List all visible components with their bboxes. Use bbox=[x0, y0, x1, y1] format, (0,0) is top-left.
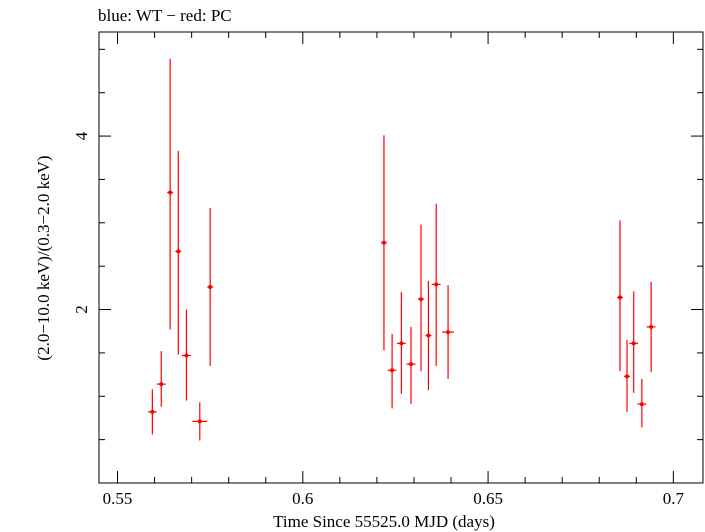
x-tick-label: 0.7 bbox=[663, 489, 685, 508]
data-point bbox=[442, 285, 454, 379]
data-point bbox=[207, 208, 214, 366]
y-tick-label: 2 bbox=[72, 305, 91, 314]
plot-frame bbox=[98, 31, 704, 484]
y-axis-label: (2.0−10.0 keV)/(0.3−2.0 keV) bbox=[34, 155, 53, 360]
point-marker bbox=[426, 333, 431, 338]
point-marker bbox=[150, 409, 155, 414]
point-marker bbox=[631, 341, 636, 346]
data-point bbox=[182, 309, 191, 401]
point-marker bbox=[639, 402, 644, 407]
data-point bbox=[380, 135, 387, 351]
data-point bbox=[192, 402, 208, 441]
point-marker bbox=[399, 341, 404, 346]
data-point bbox=[425, 280, 432, 391]
data-point bbox=[175, 150, 182, 355]
data-point bbox=[156, 351, 166, 407]
data-point bbox=[624, 339, 631, 412]
data-point bbox=[418, 224, 424, 372]
point-marker bbox=[168, 190, 173, 195]
point-marker bbox=[649, 324, 654, 329]
point-marker bbox=[419, 297, 424, 302]
point-marker bbox=[390, 368, 395, 373]
point-marker bbox=[176, 249, 181, 254]
data-point bbox=[646, 281, 656, 372]
axis-ticks bbox=[99, 32, 703, 483]
data-point bbox=[637, 378, 647, 428]
data-point bbox=[406, 326, 416, 405]
x-tick-label: 0.6 bbox=[292, 489, 313, 508]
data-point bbox=[387, 333, 397, 409]
point-marker bbox=[184, 353, 189, 358]
point-marker bbox=[434, 282, 439, 287]
data-points bbox=[147, 58, 656, 441]
point-marker bbox=[446, 330, 451, 335]
x-tick-label: 0.55 bbox=[103, 489, 133, 508]
point-marker bbox=[625, 374, 630, 379]
point-marker bbox=[617, 295, 622, 300]
point-marker bbox=[159, 382, 164, 387]
x-tick-label: 0.65 bbox=[473, 489, 503, 508]
data-point bbox=[396, 292, 406, 394]
data-point bbox=[629, 291, 639, 393]
data-point bbox=[147, 389, 157, 435]
point-marker bbox=[197, 419, 202, 424]
data-point bbox=[431, 203, 441, 366]
y-tick-label: 4 bbox=[72, 131, 91, 140]
point-marker bbox=[381, 240, 386, 245]
chart-title: blue: WT − red: PC bbox=[98, 6, 232, 25]
x-axis-label: Time Since 55525.0 MJD (days) bbox=[273, 512, 495, 531]
data-point bbox=[167, 58, 174, 330]
axis-tick-labels: 0.55 0.6 0.65 0.7 2 4 bbox=[72, 131, 684, 508]
point-marker bbox=[208, 284, 213, 289]
data-point bbox=[617, 220, 623, 372]
point-marker bbox=[409, 362, 414, 367]
